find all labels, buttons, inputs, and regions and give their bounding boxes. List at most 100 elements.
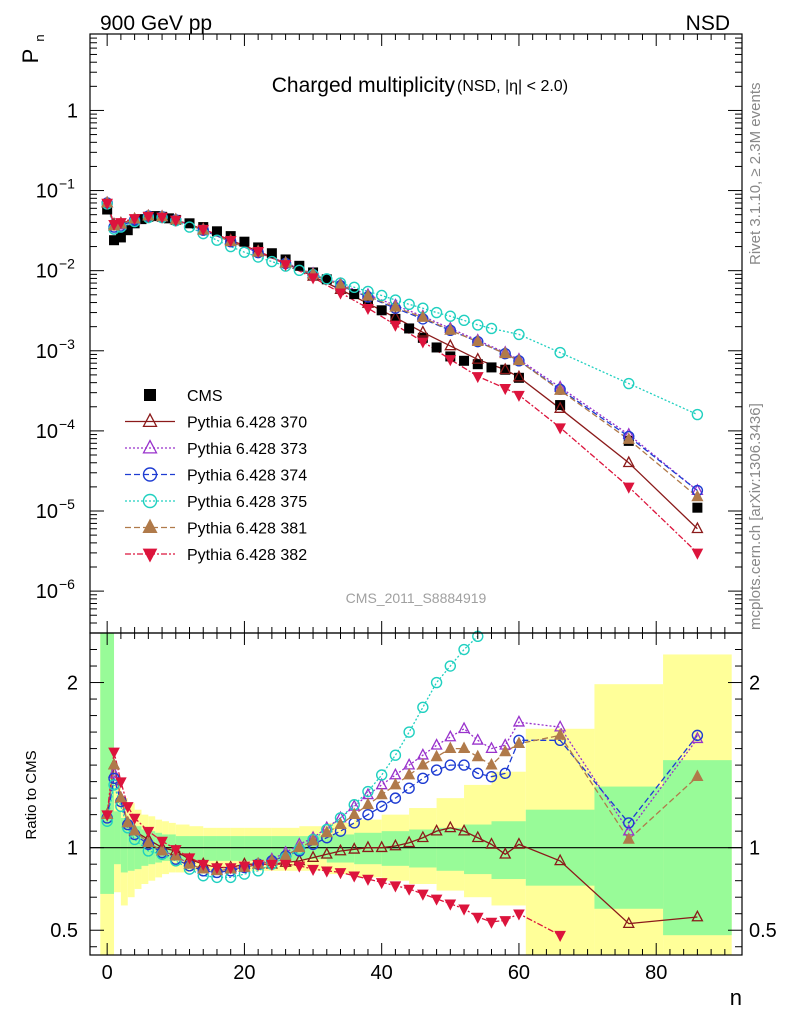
mc-point-top	[197, 224, 210, 236]
mc-point-top	[485, 322, 498, 335]
analysis-tag: CMS_2011_S8884919	[346, 590, 487, 606]
mc-point-ratio	[266, 859, 278, 872]
mc-point-ratio	[430, 894, 443, 906]
mc-point-ratio	[211, 863, 223, 875]
mc-point-top	[169, 215, 182, 227]
mc-point-ratio	[691, 769, 704, 782]
mc-point-ratio	[224, 863, 237, 875]
mc-point-top	[375, 289, 388, 302]
mc-point-top	[444, 310, 457, 322]
uncertainty-band-inner	[127, 822, 135, 871]
mc-point-ratio	[389, 838, 402, 851]
cms-data-point	[692, 502, 703, 513]
ratio-y-tick-label: 1	[67, 838, 78, 860]
mc-point-top	[142, 211, 155, 223]
mc-point-ratio	[114, 790, 127, 803]
ratio-y-tick-label-right: 2	[749, 673, 760, 695]
mc-point-ratio	[417, 701, 429, 714]
mc-line-top	[106, 203, 698, 416]
mc-point-top	[623, 377, 635, 390]
mc-point-top	[471, 352, 484, 364]
mc-point-ratio	[293, 861, 306, 873]
mc-point-ratio	[389, 777, 402, 790]
mc-point-ratio	[121, 815, 134, 828]
mc-point-ratio	[375, 769, 388, 781]
energy-label: 900 GeV pp	[100, 12, 212, 35]
mc-point-top	[183, 221, 196, 233]
x-tick-label: 80	[645, 962, 667, 984]
mc-point-top	[224, 235, 237, 248]
cms-data-point	[431, 342, 442, 353]
mc-point-ratio	[416, 757, 429, 770]
mc-point-ratio	[499, 916, 512, 928]
mc-point-top	[691, 548, 704, 560]
mc-point-ratio	[471, 733, 484, 745]
mc-point-ratio	[554, 853, 567, 866]
mc-point-ratio	[485, 837, 498, 849]
cms-data-point	[266, 248, 277, 259]
mc-point-ratio	[403, 835, 416, 848]
cms-data-point	[349, 289, 360, 300]
mc-point-ratio	[458, 643, 470, 656]
mc-point-ratio	[430, 749, 443, 762]
mc-point-top	[211, 234, 223, 246]
cms-data-point	[211, 226, 222, 237]
x-tick-label: 60	[508, 962, 530, 984]
mc-point-ratio	[444, 759, 457, 771]
mc-point-ratio	[499, 767, 511, 780]
mc-point-ratio	[107, 757, 121, 770]
mc-point-top	[101, 198, 113, 210]
source-label: mcplots.cern.ch [arXiv:1306.3436]	[747, 403, 764, 630]
mc-point-ratio	[320, 847, 333, 859]
uncertainty-band-inner	[381, 831, 410, 866]
mc-point-ratio	[108, 779, 120, 791]
mc-point-ratio	[485, 770, 498, 783]
y-tick-label: 10	[36, 261, 58, 283]
mc-point-ratio	[362, 808, 374, 821]
legend-marker	[142, 493, 158, 509]
mc-point-ratio	[183, 853, 196, 865]
y-tick-label: 10	[36, 581, 58, 603]
y-axis-label-top: P	[18, 49, 43, 64]
mc-point-ratio	[375, 800, 388, 813]
ratio-y-tick-label: 0.5	[50, 920, 78, 942]
mc-point-top	[252, 246, 264, 259]
y-tick-label: 10	[36, 501, 58, 523]
mc-point-ratio	[430, 676, 443, 689]
mc-point-ratio	[108, 747, 120, 759]
mc-point-top	[348, 281, 360, 293]
legend-label: CMS	[187, 388, 223, 405]
mc-point-ratio	[554, 930, 566, 943]
uncertainty-band-inner	[100, 633, 115, 894]
mc-point-top	[499, 384, 512, 396]
mc-point-ratio	[361, 797, 375, 810]
cms-data-point	[150, 211, 161, 222]
mc-point-ratio	[306, 850, 320, 862]
ratio-y-tick-label-right: 1	[749, 838, 760, 860]
mc-point-ratio	[457, 721, 471, 734]
y-tick-exponent: −1	[59, 176, 75, 192]
mc-point-ratio	[375, 840, 388, 853]
mc-point-ratio	[458, 759, 470, 771]
mc-point-ratio	[155, 843, 169, 856]
mc-point-ratio	[691, 731, 704, 744]
x-tick-label: 0	[102, 962, 113, 984]
mc-point-ratio	[403, 782, 415, 794]
mc-point-ratio	[417, 889, 429, 901]
mc-point-ratio	[279, 859, 292, 872]
mc-point-ratio	[403, 884, 415, 896]
mc-point-top	[430, 306, 443, 319]
mc-point-ratio	[416, 830, 429, 843]
mc-point-ratio	[457, 824, 471, 836]
cms-data-point	[109, 235, 120, 246]
mc-point-ratio	[293, 840, 306, 853]
mc-point-top	[471, 372, 484, 384]
mc-point-ratio	[279, 848, 292, 861]
y-tick-exponent: −3	[59, 336, 75, 352]
mc-point-top	[389, 300, 402, 312]
mc-point-top	[691, 408, 704, 421]
mc-point-top	[362, 303, 374, 316]
cms-data-point	[486, 362, 497, 373]
mc-point-top	[512, 369, 526, 382]
